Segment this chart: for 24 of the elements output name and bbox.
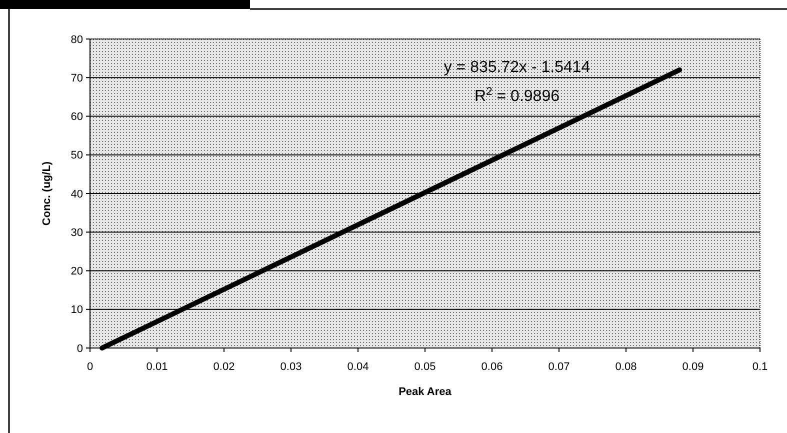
x-tick-label: 0.05 [414, 361, 436, 373]
x-tick-label: 0.06 [481, 361, 503, 373]
x-tick-label: 0.07 [548, 361, 570, 373]
y-tick-label: 0 [76, 342, 83, 355]
x-tick-label: 0.02 [213, 361, 235, 373]
x-axis-title: Peak Area [398, 386, 452, 398]
x-tick-label: 0.09 [682, 361, 704, 373]
y-tick-label: 30 [70, 226, 83, 239]
y-tick-label: 20 [70, 266, 83, 278]
y-tick-label: 10 [70, 304, 83, 316]
x-tick-label: 0.1 [752, 361, 768, 373]
x-tick-label: 0 [86, 361, 94, 373]
x-tick-label: 0.04 [347, 361, 369, 373]
x-tick-label: 0.03 [280, 361, 302, 373]
y-tick-label: 70 [70, 72, 83, 84]
y-tick-label: 40 [70, 188, 83, 200]
y-tick-label: 80 [70, 34, 83, 46]
annotation: y = 835.72x - 1.5414 [444, 59, 590, 76]
y-axis-title: Conc. (ug/L) [41, 161, 53, 226]
x-tick-label: 0.08 [615, 361, 637, 373]
x-tick-label: 0.01 [146, 361, 168, 373]
y-tick-label: 50 [70, 150, 83, 162]
y-tick-label: 60 [70, 111, 83, 124]
annotation: R$^{2}$ = 0.9896 [474, 86, 560, 105]
